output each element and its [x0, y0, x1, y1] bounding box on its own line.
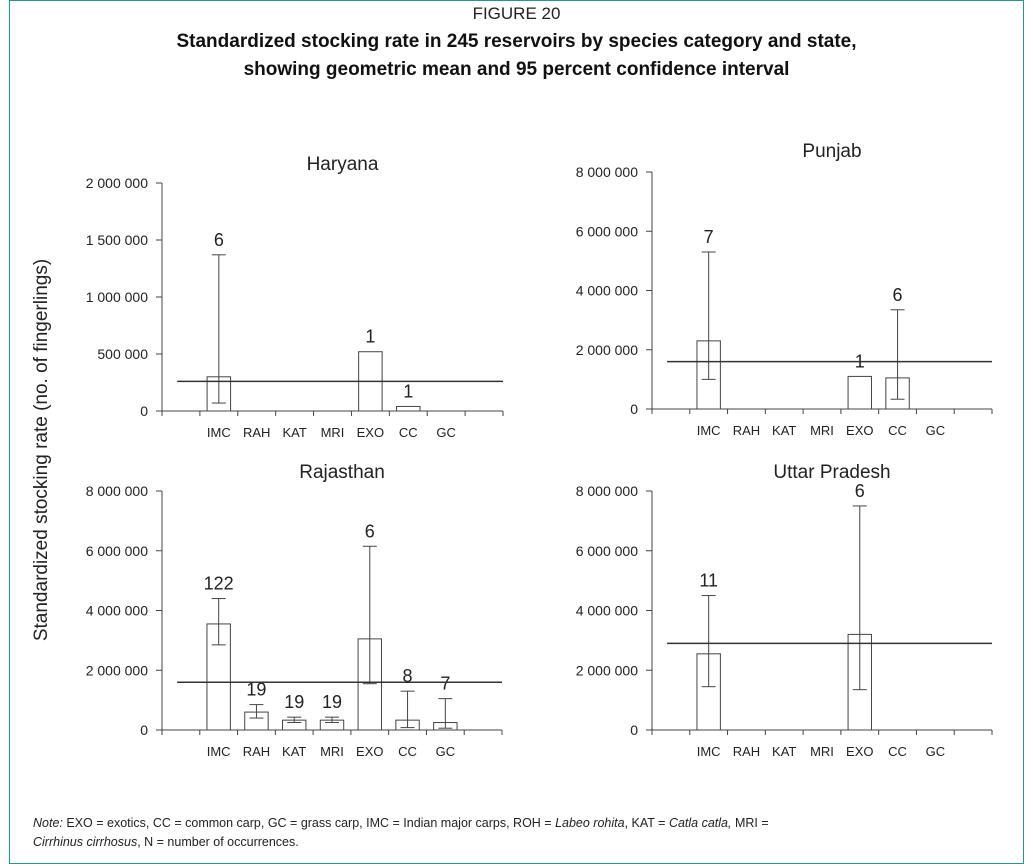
y-axis-label: Standardized stocking rate (no. of finge…	[31, 259, 52, 641]
x-tick-label: RAH	[243, 744, 270, 759]
x-tick-label: IMC	[697, 423, 721, 438]
y-tick-label: 8 000 000	[576, 483, 638, 499]
x-tick-label: CC	[398, 744, 417, 759]
figure-note: Note: EXO = exotics, CC = common carp, G…	[33, 814, 1023, 852]
x-tick-label: MRI	[810, 744, 834, 759]
y-tick-label: 0	[630, 722, 638, 738]
y-tick-label: 2 000 000	[576, 342, 638, 358]
y-tick-label: 8 000 000	[86, 483, 148, 499]
x-tick-label: KAT	[282, 744, 306, 759]
figure-label: FIGURE 20	[472, 4, 561, 23]
n-label: 1	[403, 381, 413, 401]
y-tick-label: 6 000 000	[86, 543, 148, 559]
x-tick-label: IMC	[207, 425, 231, 440]
x-tick-label: GC	[926, 423, 946, 438]
y-tick-label: 6 000 000	[576, 223, 638, 239]
note-roh: Labeo rohita	[555, 816, 625, 830]
n-label: 19	[322, 692, 342, 712]
x-tick-label: CC	[888, 423, 907, 438]
figure-title: Standardized stocking rate in 245 reserv…	[60, 28, 973, 84]
x-tick-label: KAT	[282, 425, 306, 440]
bar	[396, 405, 421, 412]
x-tick-label: MRI	[810, 423, 834, 438]
note-part-1: EXO = exotics, CC = common carp, GC = gr…	[62, 816, 556, 830]
chart-panel-1: Haryana 0 500 000 1 000 000 1 500 000 2 000 0…	[31, 154, 504, 641]
note-part-3: MRI =	[731, 816, 769, 830]
figure-title-line-1: Standardized stocking rate in 245 reserv…	[176, 31, 857, 52]
x-tick-label: EXO	[846, 423, 873, 438]
n-label: 7	[440, 674, 450, 694]
n-label: 7	[704, 227, 714, 247]
n-label: 6	[214, 230, 224, 250]
x-tick-label: CC	[399, 425, 418, 440]
x-tick-label: EXO	[846, 744, 873, 759]
x-tick-label: GC	[436, 744, 456, 759]
x-tick-label: RAH	[243, 425, 270, 440]
y-tick-label: 0	[630, 401, 638, 417]
y-tick-label: 4 000 000	[576, 283, 638, 299]
x-tick-label: EXO	[356, 744, 383, 759]
n-label: 8	[403, 666, 413, 686]
n-label: 19	[246, 680, 266, 700]
bar	[847, 375, 872, 410]
n-label: 11	[699, 571, 718, 591]
y-tick-label: 1 500 000	[86, 232, 148, 248]
note-part-2: , KAT =	[624, 816, 669, 830]
n-label: 6	[893, 285, 903, 305]
x-tick-label: EXO	[357, 425, 384, 440]
n-label: 1	[365, 327, 375, 347]
y-tick-label: 2 000 000	[86, 175, 148, 191]
chart-title: Punjab	[802, 141, 861, 162]
note-kat: Catla catla,	[668, 816, 732, 830]
x-tick-label: IMC	[697, 744, 721, 759]
n-label: 122	[204, 574, 234, 594]
chart-title: Haryana	[307, 154, 379, 175]
chart-title: Rajasthan	[299, 462, 385, 483]
n-label: 6	[365, 521, 375, 541]
x-tick-label: RAH	[733, 744, 760, 759]
y-tick-label: 500 000	[97, 346, 148, 362]
y-tick-label: 4 000 000	[86, 603, 148, 619]
x-tick-label: GC	[926, 744, 946, 759]
x-tick-label: KAT	[772, 423, 796, 438]
n-label: 19	[284, 692, 304, 712]
y-tick-label: 0	[140, 403, 148, 419]
y-tick-label: 1 000 000	[86, 289, 148, 305]
n-label: 6	[855, 481, 865, 501]
y-tick-label: 4 000 000	[576, 603, 638, 619]
note-part-4: , N = number of occurrences.	[137, 835, 299, 849]
x-tick-label: MRI	[321, 425, 345, 440]
note-mri: Cirrhinus cirrhosus	[33, 835, 138, 849]
x-tick-label: MRI	[320, 744, 344, 759]
note-prefix: Note:	[33, 816, 63, 830]
y-tick-label: 8 000 000	[576, 164, 638, 180]
x-tick-label: IMC	[207, 744, 231, 759]
chart-panel-4: Uttar Pradesh 0 2 000 000 4 000 000 6 000 00…	[576, 462, 993, 759]
chart-title: Uttar Pradesh	[773, 462, 890, 483]
x-tick-label: RAH	[733, 423, 760, 438]
x-tick-label: KAT	[772, 744, 796, 759]
y-tick-label: 2 000 000	[576, 662, 638, 678]
figure-frame	[9, 0, 1024, 864]
x-tick-label: GC	[436, 425, 456, 440]
x-tick-label: CC	[888, 744, 907, 759]
figure-title-line-2: showing geometric mean and 95 percent co…	[243, 59, 790, 80]
y-tick-label: 2 000 000	[86, 662, 148, 678]
y-tick-label: 6 000 000	[576, 543, 638, 559]
chart-panel-2: Punjab 0 2 000 000 4 000 000 6 000 000 8 000 …	[576, 141, 993, 438]
y-tick-label: 0	[140, 722, 148, 738]
chart-panel-3: Rajasthan 0 2 000 000 4 000 000 6 000 000 8 0…	[86, 462, 503, 759]
